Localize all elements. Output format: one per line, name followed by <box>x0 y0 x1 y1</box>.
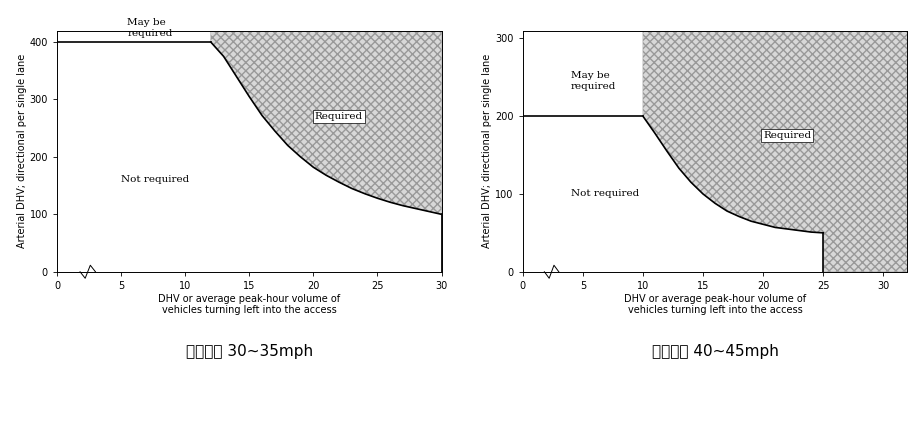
Y-axis label: Arterial DHV; directional per single lane: Arterial DHV; directional per single lan… <box>482 54 492 248</box>
Polygon shape <box>211 14 442 272</box>
Polygon shape <box>643 15 907 272</box>
X-axis label: DHV or average peak-hour volume of
vehicles turning left into the access: DHV or average peak-hour volume of vehic… <box>624 294 806 315</box>
Text: 운영속도 40~45mph: 운영속도 40~45mph <box>651 344 778 359</box>
X-axis label: DHV or average peak-hour volume of
vehicles turning left into the access: DHV or average peak-hour volume of vehic… <box>158 294 340 315</box>
Text: Required: Required <box>763 131 811 140</box>
Text: 운영속도 30~35mph: 운영속도 30~35mph <box>186 344 313 359</box>
Text: May be
required: May be required <box>128 18 173 38</box>
Text: Not required: Not required <box>571 189 639 198</box>
Text: Required: Required <box>315 112 363 121</box>
Text: Not required: Not required <box>121 176 189 184</box>
Y-axis label: Arterial DHV; directional per single lane: Arterial DHV; directional per single lan… <box>17 54 27 248</box>
Text: May be
required: May be required <box>571 71 616 91</box>
